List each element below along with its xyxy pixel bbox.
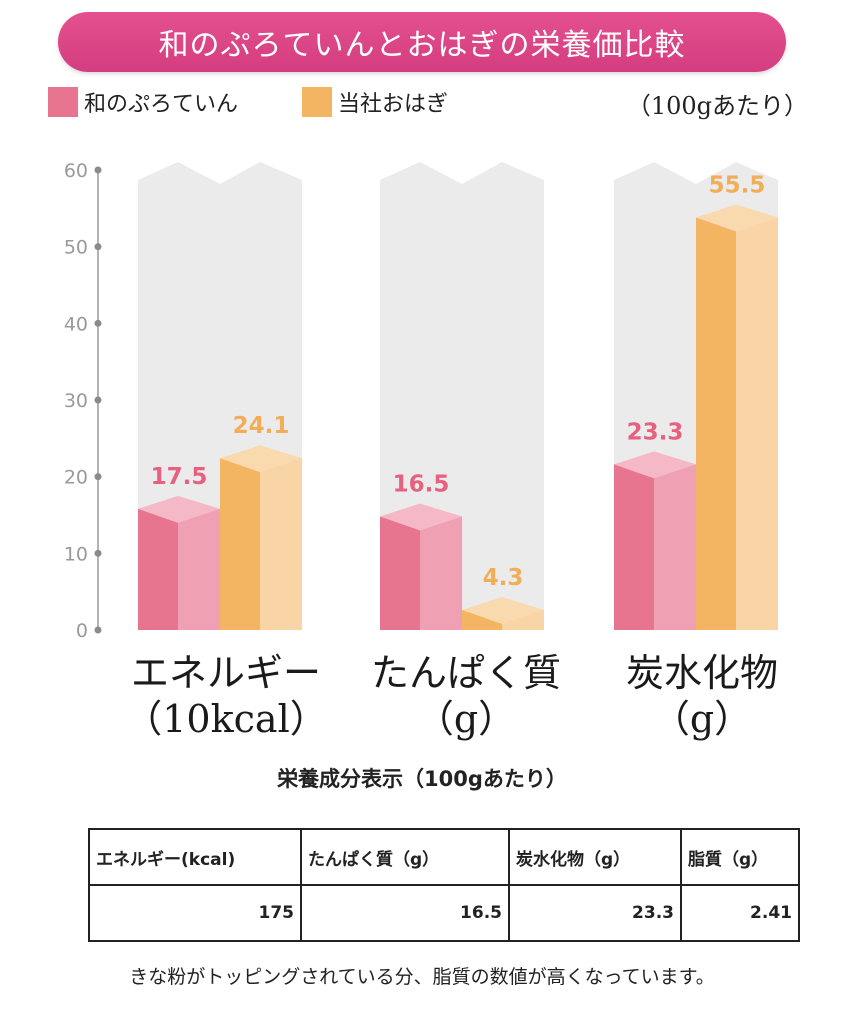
- legend-item-ohagi: 当社おはぎ: [302, 86, 448, 118]
- category-label-energy: エネルギー （10kcal）: [106, 650, 346, 742]
- category-label-line: エネルギー: [130, 651, 321, 695]
- category-label-protein: たんぱく質 （g）: [346, 650, 586, 742]
- table-header-row: エネルギー(kcal) たんぱく質（g） 炭水化物（g） 脂質（g）: [88, 828, 800, 886]
- footnote: きな粉がトッピングされている分、脂質の数値が高くなっています。: [129, 966, 715, 988]
- y-tick-dot: [94, 166, 102, 174]
- y-tick-label: 0: [76, 620, 88, 640]
- legend-swatch-protein: [48, 87, 78, 117]
- table-row: 175 16.5 23.3 2.41: [88, 884, 800, 942]
- category-label-line: たんぱく質: [370, 651, 561, 695]
- y-tick-dot: [94, 549, 102, 557]
- bar-right-face: [420, 516, 462, 630]
- bar-chart: 0 10 20 30 40 50 60 17.5 16.5 23.3 24.1 4.3 55.5: [64, 160, 778, 640]
- chart-title-banner: 和のぷろていんとおはぎの栄養価比較: [58, 12, 786, 72]
- y-tick-label: 10: [64, 543, 88, 565]
- bar-value-label: 16.5: [393, 472, 450, 498]
- bar-left-face: [380, 516, 420, 630]
- table-header-cell: エネルギー(kcal): [88, 828, 302, 886]
- table-cell: 2.41: [680, 884, 800, 942]
- bar-value-label: 23.3: [627, 419, 684, 445]
- bar-right-face: [178, 508, 220, 630]
- legend-unit-note: （100gあたり）: [626, 92, 808, 120]
- y-tick-label: 60: [64, 160, 88, 182]
- y-tick-label: 40: [64, 313, 88, 335]
- bar-left-face: [614, 464, 654, 630]
- bar-left-face: [220, 458, 260, 630]
- category-label-line: （g）: [651, 697, 753, 741]
- category-label-line: （10kcal）: [124, 697, 328, 741]
- table-header-cell: 脂質（g）: [680, 828, 800, 886]
- bar-value-label: 4.3: [483, 565, 524, 591]
- table-cell: 23.3: [508, 884, 682, 942]
- bar-left-face: [696, 217, 736, 630]
- bar-value-label: 17.5: [151, 464, 208, 490]
- y-tick-dot: [94, 243, 102, 251]
- legend-item-protein: 和のぷろていん: [48, 86, 238, 118]
- bar-right-face: [654, 464, 696, 630]
- y-tick-dot: [94, 473, 102, 481]
- bar-top-face: [138, 495, 220, 523]
- bar-top-face: [614, 451, 696, 479]
- table-cell: 16.5: [300, 884, 510, 942]
- table-header-cell: 炭水化物（g）: [508, 828, 682, 886]
- bar-top-face: [696, 204, 778, 232]
- bar-value-label: 24.1: [233, 413, 290, 439]
- y-tick-label: 30: [64, 390, 88, 412]
- y-tick-dot: [94, 319, 102, 327]
- bar-right-face: [736, 217, 778, 630]
- legend-label-ohagi: 当社おはぎ: [338, 92, 449, 117]
- bar-top-face: [220, 445, 302, 473]
- chart-title: 和のぷろていんとおはぎの栄養価比較: [158, 28, 686, 63]
- bar-left-face: [138, 508, 178, 630]
- bar-top-face: [380, 503, 462, 531]
- y-tick-label: 50: [64, 237, 88, 259]
- category-label-line: 炭水化物: [625, 651, 778, 695]
- y-tick-dot: [94, 626, 102, 634]
- table-title: 栄養成分表示（100gあたり）: [277, 767, 567, 791]
- legend-label-protein: 和のぷろていん: [84, 92, 239, 117]
- table-cell: 175: [88, 884, 302, 942]
- nutrition-table: エネルギー(kcal) たんぱく質（g） 炭水化物（g） 脂質（g） 175 1…: [88, 828, 800, 942]
- bar-right-face: [260, 458, 302, 630]
- category-label-carbs: 炭水化物 （g）: [582, 650, 822, 742]
- legend: 和のぷろていん 当社おはぎ （100gあたり）: [48, 86, 808, 122]
- category-label-line: （g）: [415, 697, 517, 741]
- y-tick-label: 20: [64, 467, 88, 489]
- bar-value-label: 55.5: [709, 173, 766, 199]
- y-tick-dot: [94, 396, 102, 404]
- legend-swatch-ohagi: [302, 87, 332, 117]
- bar-top-face: [462, 597, 544, 625]
- table-header-cell: たんぱく質（g）: [300, 828, 510, 886]
